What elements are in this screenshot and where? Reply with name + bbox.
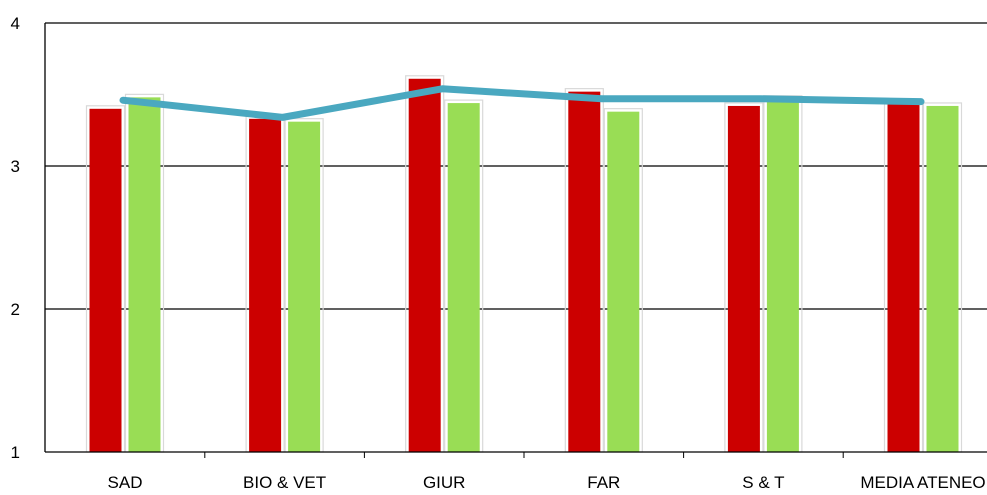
bar-series0-0: [89, 108, 122, 453]
bar-layer: [85, 75, 963, 453]
bar-series0-1: [249, 118, 282, 452]
bar-series1-1: [288, 121, 321, 453]
x-tick-label-3: FAR: [587, 473, 620, 490]
bar-series1-5: [926, 105, 959, 452]
line-point-4: [760, 98, 762, 100]
y-tick-label-1: 1: [11, 443, 20, 462]
line-point-1: [282, 116, 284, 118]
x-tick-label-2: GIUR: [423, 473, 466, 490]
x-tick-label-1: BIO & VET: [243, 473, 326, 490]
line-point-0: [122, 99, 124, 101]
bar-series1-4: [766, 98, 799, 452]
bar-series0-5: [887, 103, 920, 452]
label-layer: 1 2 3 4 SAD BIO & VET GIUR FAR S & T MEDIA ATENEO: [11, 14, 986, 492]
grid-layer: [45, 22, 987, 310]
line-series-0: [119, 85, 925, 121]
bar-series0-4: [727, 105, 760, 452]
line-layer: [119, 85, 925, 121]
line-point-2: [441, 88, 443, 90]
line-point-5: [920, 101, 922, 103]
bar-series0-2: [408, 78, 441, 453]
x-tick-label-4: S & T: [742, 473, 784, 490]
bar-series1-2: [447, 103, 480, 452]
y-tick-label-3: 3: [11, 157, 20, 176]
line-point-3: [601, 98, 603, 100]
axis-layer: [44, 23, 987, 458]
bar-series0-3: [568, 91, 601, 452]
bar-series1-3: [607, 111, 640, 452]
x-tick-label-5: MEDIA ATENEO: [860, 473, 985, 490]
x-tick-label-0: SAD: [108, 473, 143, 490]
y-tick-label-4: 4: [11, 14, 20, 33]
bar-series1-0: [128, 97, 161, 453]
y-tick-label-2: 2: [11, 300, 20, 319]
